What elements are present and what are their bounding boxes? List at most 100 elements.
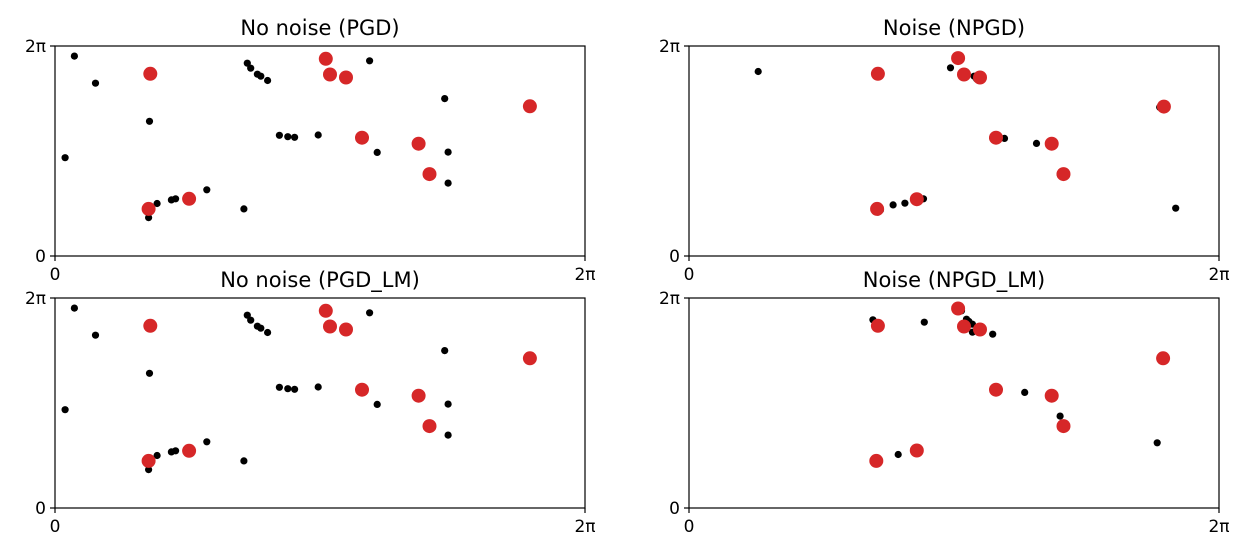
red-point bbox=[339, 70, 353, 85]
red-point bbox=[141, 453, 156, 468]
red-point bbox=[522, 351, 537, 366]
black-point bbox=[901, 199, 909, 207]
black-point bbox=[366, 57, 374, 65]
red-point bbox=[355, 382, 369, 397]
red-point bbox=[989, 382, 1003, 397]
red-point bbox=[339, 322, 353, 337]
x-tick-label: 0 bbox=[50, 265, 61, 285]
black-point bbox=[70, 52, 78, 60]
black-point bbox=[444, 148, 452, 156]
black-point bbox=[240, 205, 248, 213]
black-point bbox=[989, 330, 997, 338]
black-point bbox=[284, 133, 292, 141]
black-point bbox=[61, 154, 69, 162]
red-point bbox=[870, 201, 885, 216]
data-points bbox=[869, 301, 1171, 468]
red-point bbox=[143, 66, 158, 81]
red-point bbox=[909, 192, 924, 207]
black-point bbox=[275, 383, 283, 391]
x-tick-label: 0 bbox=[684, 517, 695, 537]
y-tick-label: 0 bbox=[35, 499, 46, 519]
black-point bbox=[889, 201, 897, 209]
black-point bbox=[247, 64, 255, 72]
red-point bbox=[1156, 351, 1171, 366]
black-point bbox=[153, 199, 161, 208]
y-tick-label: 2π bbox=[659, 289, 680, 309]
black-point bbox=[203, 186, 211, 194]
red-point bbox=[1044, 388, 1059, 403]
black-point bbox=[314, 131, 322, 139]
black-point bbox=[366, 309, 374, 317]
black-point bbox=[172, 195, 180, 203]
data-points bbox=[754, 51, 1180, 216]
red-point bbox=[355, 130, 369, 145]
subplot-2: Noise (NPGD) 0 2π 0 2π bbox=[659, 16, 1230, 285]
x-tick-label: 0 bbox=[684, 265, 695, 285]
black-point bbox=[441, 347, 449, 355]
black-point bbox=[153, 451, 161, 460]
black-point bbox=[1153, 439, 1161, 447]
black-point bbox=[444, 400, 452, 408]
black-point bbox=[373, 400, 381, 408]
black-point bbox=[91, 79, 100, 87]
black-point bbox=[203, 438, 211, 446]
axes-frame bbox=[688, 45, 1220, 257]
black-point bbox=[314, 383, 322, 391]
red-point bbox=[951, 301, 966, 316]
black-point bbox=[1032, 139, 1041, 147]
red-point bbox=[422, 167, 437, 182]
black-point bbox=[264, 328, 272, 337]
red-point bbox=[182, 191, 197, 206]
red-point bbox=[989, 130, 1003, 145]
red-point bbox=[1056, 419, 1071, 434]
x-tick-label: 2π bbox=[574, 265, 595, 285]
black-point bbox=[275, 131, 283, 139]
red-point bbox=[1056, 167, 1071, 182]
x-tick-label: 0 bbox=[50, 517, 61, 537]
black-point bbox=[444, 431, 452, 439]
black-point bbox=[257, 72, 265, 80]
black-point bbox=[291, 133, 299, 141]
black-point bbox=[70, 304, 78, 312]
y-tick-label: 0 bbox=[35, 247, 46, 267]
subplot-title: Noise (NPGD) bbox=[883, 16, 1025, 40]
red-point bbox=[973, 70, 987, 85]
black-point bbox=[284, 385, 292, 393]
red-point bbox=[869, 453, 884, 468]
red-point bbox=[957, 67, 971, 82]
red-point bbox=[870, 318, 885, 333]
red-point bbox=[318, 303, 333, 318]
black-point bbox=[145, 369, 154, 377]
black-point bbox=[1021, 388, 1029, 396]
red-point bbox=[141, 201, 156, 216]
black-point bbox=[240, 457, 248, 465]
red-point bbox=[522, 99, 537, 114]
black-point bbox=[920, 318, 928, 326]
subplot-1: No noise (PGD) 0 2π 0 2π bbox=[25, 16, 596, 285]
black-point bbox=[441, 95, 449, 103]
black-point bbox=[754, 67, 762, 76]
subplot-title: No noise (PGD_LM) bbox=[220, 268, 420, 293]
red-point bbox=[1044, 136, 1059, 151]
black-point bbox=[61, 406, 69, 414]
axes-frame bbox=[54, 45, 586, 257]
black-point bbox=[373, 148, 381, 156]
red-point bbox=[318, 51, 333, 66]
red-point bbox=[422, 419, 437, 434]
black-point bbox=[1056, 412, 1064, 420]
y-tick-label: 2π bbox=[659, 37, 680, 57]
red-point bbox=[143, 318, 158, 333]
black-point bbox=[1172, 204, 1180, 212]
red-point bbox=[182, 443, 197, 458]
black-point bbox=[145, 214, 153, 222]
black-point bbox=[444, 179, 452, 187]
subplot-title: No noise (PGD) bbox=[240, 16, 399, 40]
x-tick-label: 2π bbox=[1208, 265, 1229, 285]
x-tick-label: 2π bbox=[1208, 517, 1229, 537]
black-point bbox=[257, 324, 265, 332]
subplot-title: Noise (NPGD_LM) bbox=[863, 268, 1045, 293]
